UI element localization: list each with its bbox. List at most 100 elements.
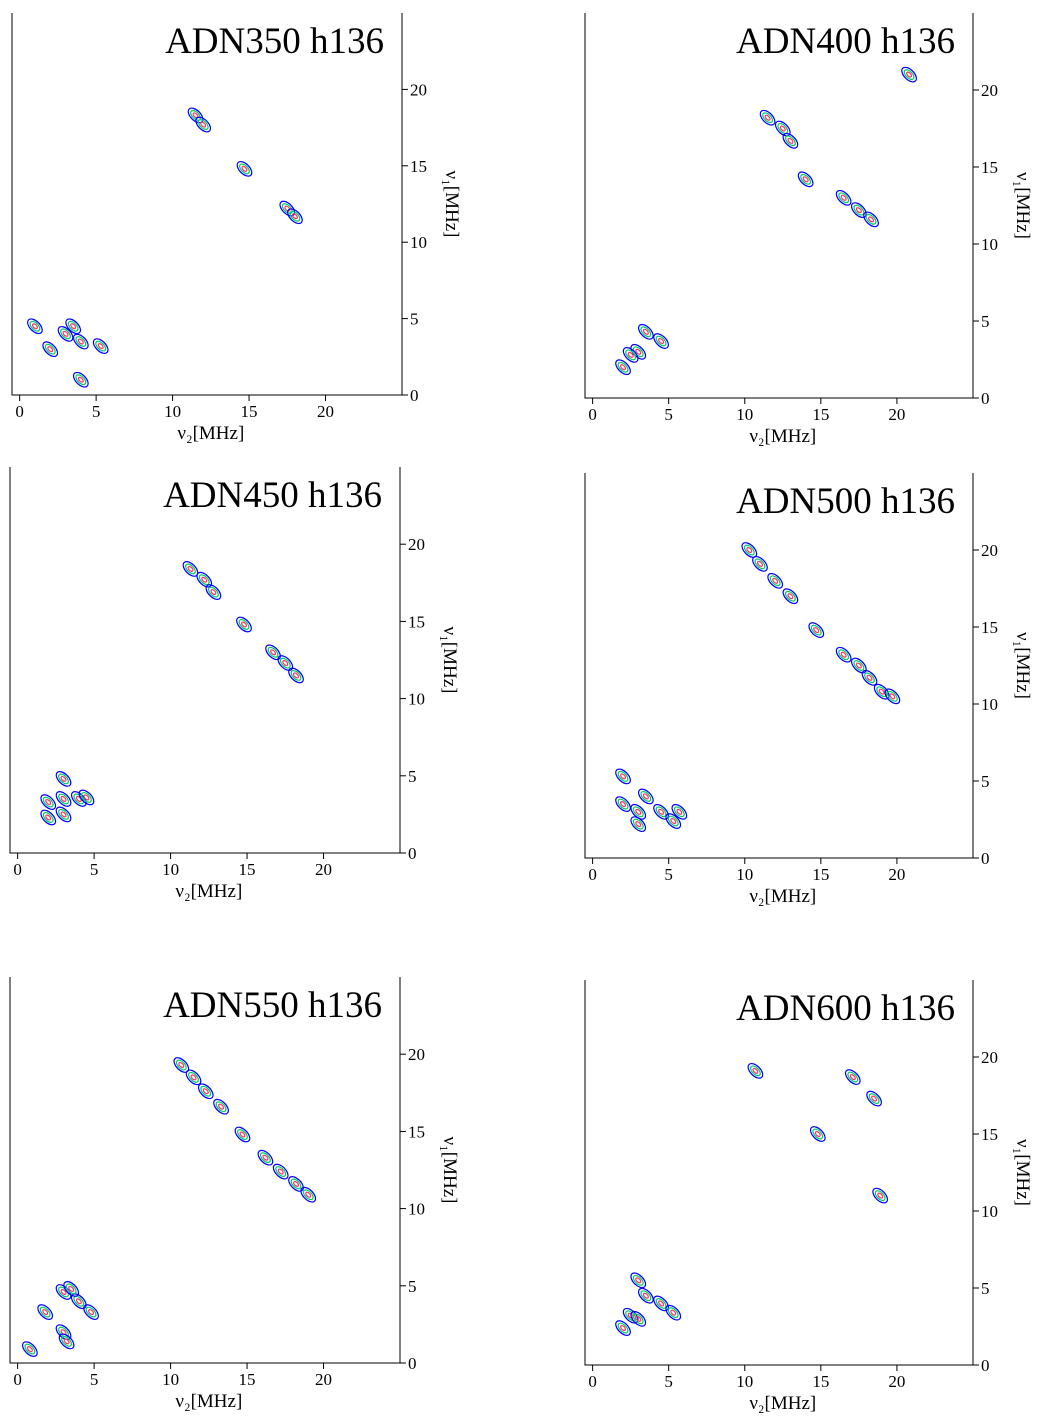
axis-frame: [584, 13, 974, 399]
x-tick-label: 0: [588, 405, 597, 424]
contour-line: [173, 1057, 190, 1073]
contour-line: [202, 1088, 209, 1095]
contour-line: [866, 674, 873, 681]
contour-line: [185, 1069, 202, 1086]
x-tick-label: 20: [888, 865, 905, 884]
contour-peak: [863, 211, 879, 228]
contour-line: [237, 1129, 248, 1140]
contour-peak: [873, 683, 890, 700]
contour-line: [630, 1310, 647, 1327]
contour-peak: [288, 667, 304, 684]
contour-line: [627, 351, 634, 358]
contour-line: [40, 794, 57, 810]
contour-line: [215, 1101, 227, 1113]
contour-line: [197, 1083, 214, 1100]
contour-line: [60, 328, 71, 340]
contour-line: [754, 558, 766, 570]
contour-peak: [747, 1062, 764, 1079]
contour-peak: [767, 572, 784, 589]
contour-line: [620, 1325, 627, 1332]
contour-line: [774, 120, 791, 137]
contour-line: [746, 546, 753, 554]
contour-line: [847, 1071, 859, 1083]
contour-peak: [72, 371, 89, 388]
contour-peak: [197, 1083, 214, 1100]
contour-line: [642, 1292, 649, 1299]
contour-line: [24, 1343, 36, 1355]
x-axis-label: ν₂[MHz]: [175, 1391, 242, 1412]
contour-line: [270, 649, 277, 656]
contour-line: [637, 1287, 654, 1304]
contour-peak: [92, 338, 109, 354]
x-axis-label: ν₂[MHz]: [749, 886, 816, 907]
y-axis-label: ν₁[MHz]: [1012, 1139, 1033, 1206]
contour-line: [58, 793, 69, 805]
contour-peak: [58, 1333, 75, 1350]
contour-line: [77, 376, 84, 383]
contour-line: [617, 798, 629, 810]
contour-line: [288, 1176, 304, 1192]
contour-line: [777, 123, 789, 134]
contour-line: [29, 320, 41, 332]
contour-peak: [630, 1272, 647, 1289]
contour-peak: [83, 1304, 99, 1320]
contour-peak: [205, 584, 222, 600]
contour-peak: [782, 132, 799, 149]
contour-line: [759, 109, 776, 126]
contour-line: [877, 1192, 884, 1199]
contour-peak: [78, 789, 95, 806]
contour-peak: [236, 160, 253, 177]
axis-frame: [584, 980, 974, 1366]
y-tick-label: 20: [981, 541, 998, 560]
y-tick-label: 5: [408, 1277, 417, 1296]
contour-line: [878, 688, 885, 695]
contour-line: [185, 563, 196, 575]
contour-line: [31, 323, 38, 330]
y-tick-label: 15: [981, 158, 998, 177]
contour-peak: [65, 318, 82, 335]
contour-line: [810, 624, 822, 636]
contour-line: [289, 210, 301, 222]
contour-line: [37, 1304, 54, 1320]
contour-line: [27, 318, 43, 335]
x-tick-label: 5: [92, 402, 101, 421]
contour-peak: [213, 1098, 229, 1115]
y-tick-label: 10: [408, 690, 425, 709]
contour-line: [259, 1152, 271, 1164]
contour-peak: [844, 1069, 861, 1085]
x-tick-label: 10: [736, 405, 753, 424]
contour-line: [670, 1309, 677, 1316]
contour-line: [77, 338, 84, 345]
contour-line: [288, 667, 304, 684]
contour-line: [797, 171, 814, 188]
contour-line: [627, 1312, 634, 1319]
contour-line: [187, 565, 194, 572]
y-tick-label: 0: [408, 1354, 417, 1373]
contour-line: [871, 1095, 878, 1102]
contour-line: [835, 189, 852, 206]
contour-peak: [901, 66, 917, 83]
x-tick-label: 10: [736, 1372, 753, 1391]
contour-line: [257, 1149, 274, 1166]
panel: ADN400 h136 0 5 10 15 20 0 5 10 15 20 ν₂[MHz] ν₁[MHz…: [584, 13, 1033, 447]
contour-peak: [272, 1163, 289, 1180]
contour-line: [26, 1346, 33, 1353]
contour-line: [752, 555, 768, 572]
contour-line: [617, 361, 629, 373]
contour-line: [97, 343, 104, 350]
contour-line: [70, 1293, 87, 1310]
contour-line: [886, 690, 898, 702]
contour-line: [75, 374, 87, 386]
x-tick-label: 0: [13, 1370, 22, 1389]
panel: ADN350 h136 0 5 10 15 20 0 5 10 15 20 ν₂[MHz] ν₁[MHz…: [11, 13, 462, 444]
contour-line: [236, 616, 252, 633]
x-tick-label: 10: [164, 402, 181, 421]
contour-line: [58, 773, 69, 785]
contour-line: [800, 173, 812, 185]
contour-line: [95, 340, 107, 352]
contour-line: [72, 333, 89, 350]
contour-line: [851, 657, 867, 674]
contour-line: [630, 816, 647, 833]
contour-line: [55, 806, 72, 823]
contour-peak: [884, 688, 901, 705]
